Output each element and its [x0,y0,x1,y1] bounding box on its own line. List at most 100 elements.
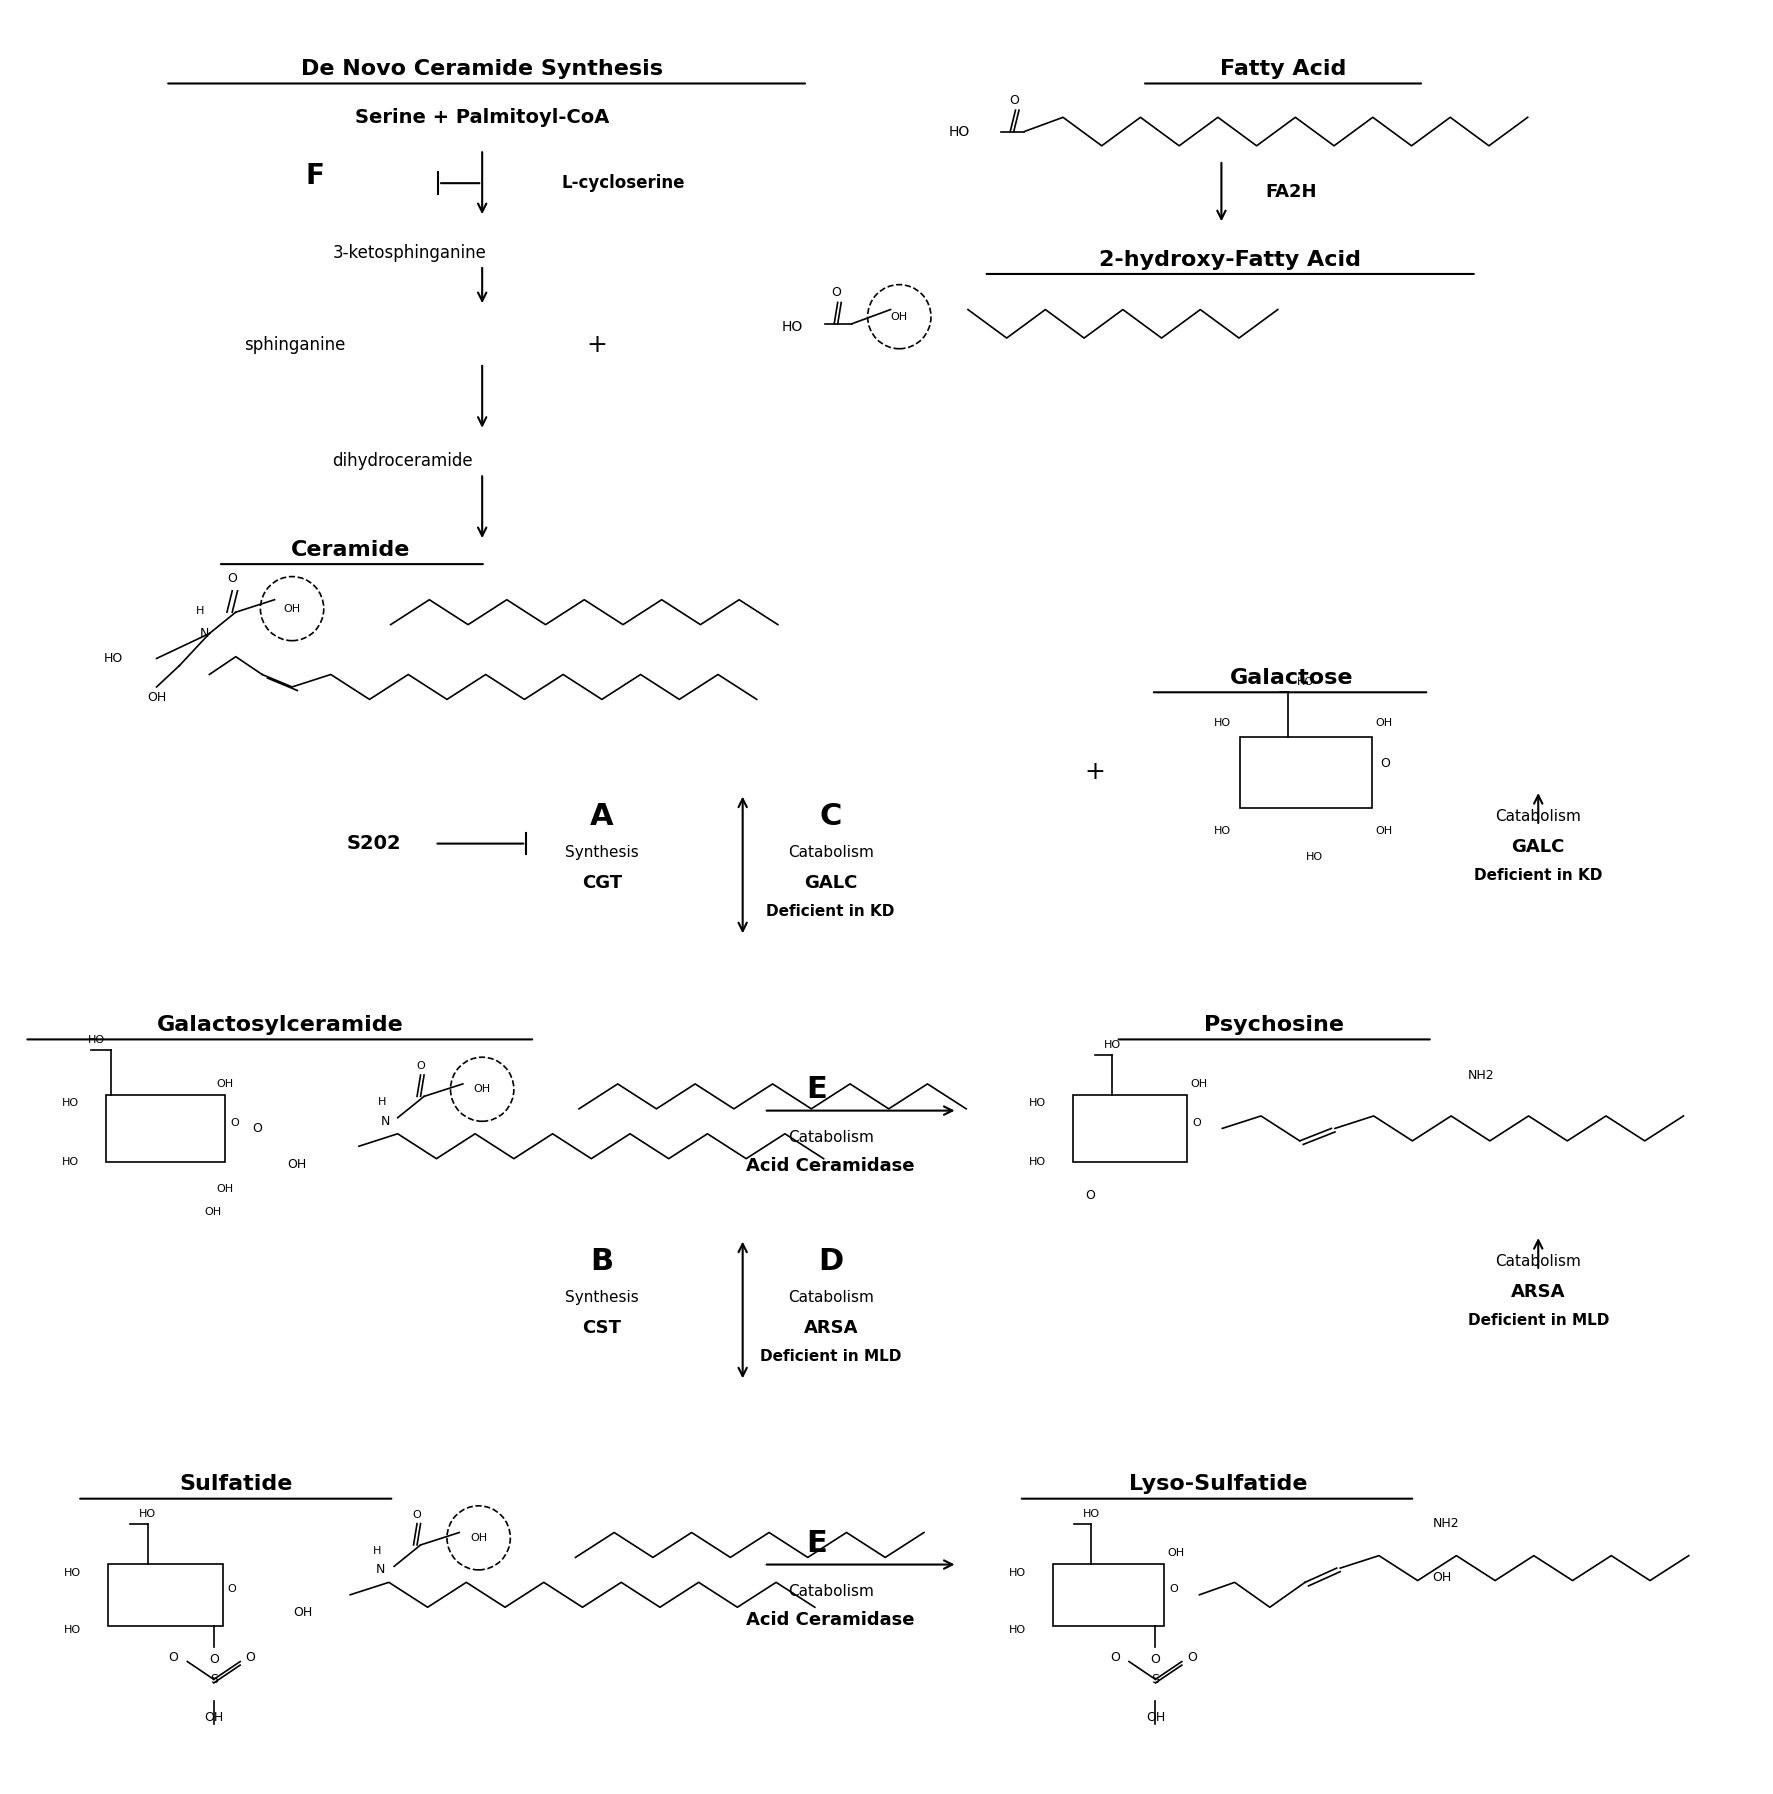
Text: N: N [381,1114,390,1128]
Text: F: F [305,161,324,190]
Text: 3-ketosphinganine: 3-ketosphinganine [332,244,486,262]
Text: OH: OH [216,1080,234,1089]
Text: HO: HO [1028,1098,1046,1109]
FancyBboxPatch shape [105,1094,225,1163]
Text: O: O [252,1121,262,1136]
Text: D: D [817,1247,842,1276]
Text: O: O [1085,1189,1094,1202]
Text: Catabolism: Catabolism [1495,1254,1580,1270]
Text: S202: S202 [346,834,401,854]
Text: OH: OH [470,1532,488,1543]
Text: OH: OH [284,603,300,614]
Text: Serine + Palmitoyl-CoA: Serine + Palmitoyl-CoA [355,108,608,127]
Text: HO: HO [103,651,122,666]
Text: HO: HO [1103,1041,1121,1049]
Text: OH: OH [473,1084,491,1094]
Text: L-cycloserine: L-cycloserine [560,174,684,192]
Text: HO: HO [62,1157,78,1168]
Text: NH2: NH2 [1433,1518,1459,1530]
Text: Sulfatide: Sulfatide [179,1475,293,1494]
FancyBboxPatch shape [1239,737,1371,807]
Text: O: O [230,1118,239,1128]
Text: O: O [830,285,840,300]
Text: HO: HO [1296,676,1314,687]
Text: dihydroceramide: dihydroceramide [332,452,473,470]
Text: Synthesis: Synthesis [564,1290,638,1304]
Text: C: C [819,802,842,831]
Text: HO: HO [89,1035,105,1044]
Text: E: E [805,1528,826,1557]
Text: CGT: CGT [582,874,622,892]
Text: HO: HO [780,321,801,334]
Text: H: H [197,606,204,615]
Text: OH: OH [1374,718,1392,728]
Text: HO: HO [1028,1157,1046,1168]
Text: HO: HO [1009,1625,1027,1634]
Text: ARSA: ARSA [803,1319,858,1337]
Text: HO: HO [1213,825,1230,836]
Text: O: O [245,1652,255,1665]
Text: O: O [1191,1118,1200,1128]
Text: O: O [227,572,238,585]
Text: N: N [199,628,209,640]
Text: Catabolism: Catabolism [787,845,872,859]
Text: Deficient in MLD: Deficient in MLD [1466,1313,1608,1328]
Text: O: O [1009,93,1018,106]
Text: Deficient in KD: Deficient in KD [766,904,894,919]
Text: Galactosylceramide: Galactosylceramide [156,1015,402,1035]
Text: Synthesis: Synthesis [564,845,638,859]
Text: HO: HO [62,1098,78,1109]
Text: GALC: GALC [1511,838,1564,856]
Text: HO: HO [949,124,970,138]
Text: S: S [209,1672,218,1686]
Text: sphinganine: sphinganine [245,335,346,353]
Text: O: O [1379,757,1390,770]
Text: O: O [413,1511,422,1520]
Text: HO: HO [138,1509,156,1520]
Text: O: O [1151,1652,1160,1665]
Text: OH: OH [1145,1711,1165,1724]
Text: O: O [168,1652,179,1665]
FancyBboxPatch shape [108,1564,222,1625]
Text: CST: CST [582,1319,621,1337]
Text: HO: HO [1009,1568,1027,1577]
Text: OH: OH [1167,1548,1184,1559]
Text: Acid Ceramidase: Acid Ceramidase [746,1611,915,1629]
Text: O: O [227,1584,236,1595]
Text: HO: HO [1082,1509,1099,1520]
Text: +: + [585,334,606,357]
Text: Catabolism: Catabolism [787,1130,872,1145]
Text: Catabolism: Catabolism [787,1290,872,1304]
Text: OH: OH [204,1711,223,1724]
Text: B: B [590,1247,613,1276]
Text: S: S [1151,1672,1160,1686]
Text: De Novo Ceramide Synthesis: De Novo Ceramide Synthesis [301,59,663,79]
Text: H: H [378,1098,387,1107]
Text: O: O [1186,1652,1197,1665]
Text: HO: HO [1213,718,1230,728]
Text: Catabolism: Catabolism [787,1584,872,1598]
Text: O: O [1168,1584,1177,1595]
Text: HO: HO [64,1568,82,1577]
Text: Psychosine: Psychosine [1204,1015,1344,1035]
Text: OH: OH [216,1184,234,1193]
Text: Fatty Acid: Fatty Acid [1220,59,1346,79]
Text: HO: HO [1305,852,1323,863]
Text: H: H [372,1546,381,1555]
Text: OH: OH [1190,1080,1207,1089]
Text: OH: OH [204,1207,222,1216]
Text: OH: OH [890,312,908,321]
Text: FA2H: FA2H [1264,183,1316,201]
Text: O: O [417,1062,426,1071]
Text: N: N [376,1563,385,1577]
Text: O: O [1110,1652,1119,1665]
Text: OH: OH [293,1606,312,1620]
Text: Lyso-Sulfatide: Lyso-Sulfatide [1128,1475,1307,1494]
Text: OH: OH [147,691,167,703]
Text: OH: OH [287,1157,307,1170]
Text: A: A [590,802,613,831]
Text: Ceramide: Ceramide [291,540,410,560]
Text: O: O [209,1652,218,1665]
Text: Deficient in MLD: Deficient in MLD [759,1349,901,1363]
Text: Acid Ceramidase: Acid Ceramidase [746,1157,915,1175]
